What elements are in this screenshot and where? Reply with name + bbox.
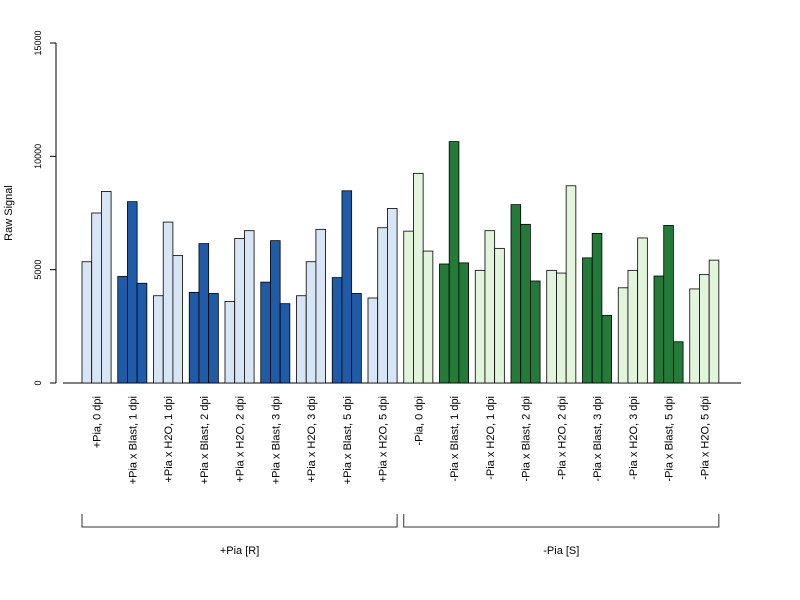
x-tick-label: +Pia x H2O, 5 dpi (378, 396, 390, 483)
bar (91, 212, 102, 384)
x-tick-label: -Pia x Blast, 5 dpi (664, 396, 676, 482)
bar (673, 341, 684, 384)
x-tick-label: +Pia x H2O, 2 dpi (235, 396, 247, 483)
x-tick-label: -Pia x Blast, 3 dpi (592, 396, 604, 482)
bar (617, 287, 629, 384)
bar (341, 190, 353, 384)
bar (403, 230, 414, 384)
y-axis: 0 5000 10000 15000 (33, 30, 57, 386)
bar (243, 230, 255, 384)
bar (653, 275, 665, 384)
x-tick-label: +Pia x H2O, 1 dpi (163, 396, 175, 483)
bar (234, 237, 245, 384)
bar (708, 259, 720, 384)
group-brackets: +Pia [R] -Pia [S] (81, 514, 720, 557)
x-tick-label: +Pia x Blast, 1 dpi (127, 396, 139, 484)
x-tick-label: +Pia x Blast, 3 dpi (270, 396, 282, 484)
x-tick-label: +Pia x Blast, 5 dpi (342, 396, 354, 484)
bar (315, 228, 326, 384)
bar (422, 250, 434, 384)
x-tick-label: -Pia x H2O, 3 dpi (628, 396, 640, 480)
bar (582, 257, 593, 384)
bar (637, 237, 648, 384)
group-label: -Pia [S] (543, 545, 579, 557)
x-tick-label: -Pia x Blast, 1 dpi (449, 396, 461, 482)
category-labels: +Pia, 0 dpi +Pia x Blast, 1 dpi +Pia x H2O… (92, 396, 712, 484)
bar (556, 272, 567, 384)
y-axis-title: Raw Signal (3, 185, 15, 241)
bar (413, 172, 424, 384)
bar (386, 208, 398, 384)
x-tick-label: +Pia, 0 dpi (92, 396, 104, 448)
x-tick-label: -Pia x H2O, 5 dpi (699, 396, 711, 480)
bar (484, 230, 496, 384)
bar (351, 293, 362, 384)
bar (208, 293, 219, 384)
y-tick-label: 10000 (33, 144, 43, 169)
bar (448, 141, 460, 384)
bar (627, 269, 639, 384)
bar (663, 225, 674, 384)
bar (127, 201, 138, 384)
y-tick-label: 15000 (33, 30, 43, 55)
bar (689, 288, 700, 384)
x-tick-label: +Pia x H2O, 3 dpi (306, 396, 318, 483)
bar (699, 274, 710, 384)
bar (81, 261, 93, 384)
bar (591, 232, 603, 384)
bar (224, 300, 236, 384)
x-tick-label: -Pia x H2O, 1 dpi (485, 396, 497, 480)
bar (331, 277, 343, 384)
bar (494, 247, 505, 384)
group-bracket (81, 514, 398, 528)
bar (296, 295, 307, 384)
bar (260, 281, 271, 384)
bar (530, 280, 541, 384)
bar (601, 315, 613, 384)
x-tick-label: -Pia x H2O, 2 dpi (556, 396, 568, 480)
bar (117, 276, 128, 384)
bar (474, 269, 486, 384)
bar (198, 243, 210, 384)
x-tick-label: -Pia x Blast, 2 dpi (521, 396, 533, 482)
bar (279, 303, 291, 384)
bar (153, 295, 164, 384)
group-label: +Pia [R] (220, 545, 259, 557)
bar (172, 255, 183, 384)
y-tick-label: 0 (33, 380, 43, 385)
bar (520, 223, 531, 384)
group-bracket (403, 514, 720, 528)
y-tick-label: 5000 (33, 260, 43, 280)
bar (377, 227, 388, 384)
bar (270, 240, 281, 384)
bar (305, 261, 317, 384)
bar (565, 185, 577, 384)
bar (439, 263, 450, 384)
x-tick-label: -Pia, 0 dpi (413, 396, 425, 446)
bar (458, 262, 469, 384)
bar (101, 191, 112, 384)
bar (367, 297, 379, 384)
bar (510, 204, 522, 384)
bar (162, 221, 174, 384)
bar (136, 282, 148, 384)
bar (188, 291, 200, 384)
x-tick-label: +Pia x Blast, 2 dpi (199, 396, 211, 484)
bars (81, 141, 720, 384)
bar (546, 269, 557, 384)
